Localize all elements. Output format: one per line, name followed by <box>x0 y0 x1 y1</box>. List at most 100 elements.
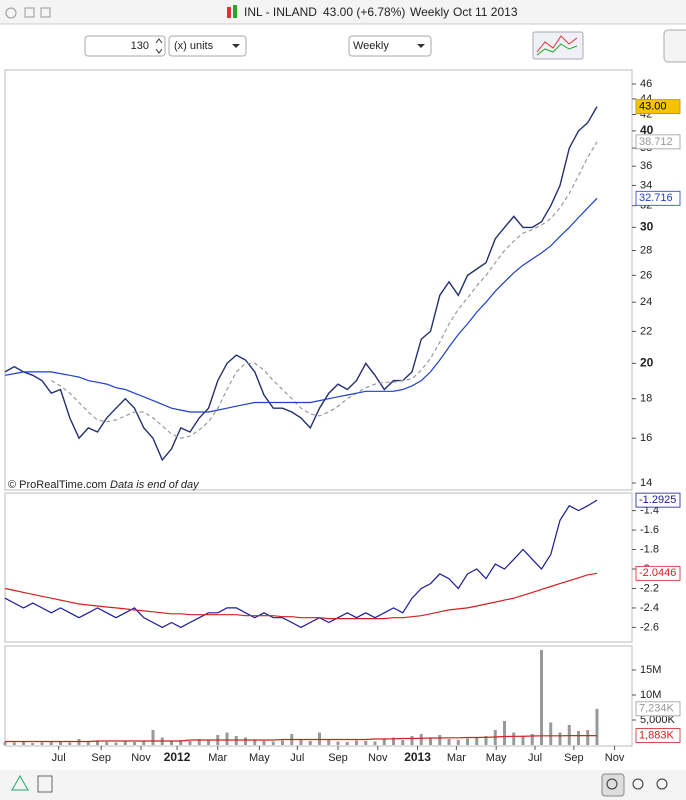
last-value-box <box>635 492 681 508</box>
zoom-icon <box>606 778 618 790</box>
y-tick-label: 18 <box>640 393 652 405</box>
volume-bar <box>96 740 99 745</box>
volume-bar <box>503 721 506 745</box>
dropdown-arrow <box>232 44 240 48</box>
candle-icon <box>233 5 237 18</box>
volume-bar <box>558 732 562 745</box>
close-button[interactable] <box>5 7 17 19</box>
volume-bar <box>521 735 525 745</box>
x-tick-label: 2012 <box>164 750 191 764</box>
y-tick-label: 46 <box>640 78 652 90</box>
last-value-box <box>635 134 681 150</box>
y-tick-label: 30 <box>640 220 654 234</box>
volume-bar <box>466 738 469 745</box>
volume-bar <box>133 742 136 745</box>
volume-bar <box>49 742 53 745</box>
volume-bar <box>567 725 571 745</box>
y-tick-label: 34 <box>640 179 652 191</box>
volume-bar <box>123 741 127 745</box>
window-button[interactable] <box>24 7 35 18</box>
zoom-button[interactable] <box>601 773 625 797</box>
volume-bar <box>3 742 7 745</box>
volume-bar <box>410 736 414 745</box>
volume-bar <box>188 741 192 745</box>
volume-bar <box>207 740 210 745</box>
stepper[interactable] <box>155 38 163 54</box>
y-tick-label: -1.8 <box>640 543 659 555</box>
indicator-button[interactable] <box>532 31 584 60</box>
volume-bar <box>540 650 543 745</box>
volume-bar <box>475 737 479 745</box>
series-line <box>4 572 598 620</box>
last-value-label: 32.716 <box>639 192 673 204</box>
volume-bar <box>345 742 349 745</box>
y-tick-label: 24 <box>640 296 652 308</box>
series-line <box>4 106 598 462</box>
volume-bar <box>401 740 405 745</box>
indicator-icon <box>536 35 578 53</box>
volume-bar <box>271 741 275 745</box>
volume-bar <box>586 730 590 745</box>
volume-bar <box>484 736 488 745</box>
symbol: INL - INLAND <box>244 5 317 19</box>
dropdown-arrow <box>417 44 425 48</box>
volume-bar <box>355 740 358 745</box>
volume-bar <box>151 730 155 745</box>
y-tick-label: 5,000K <box>640 714 676 726</box>
period-select[interactable] <box>348 35 432 57</box>
volume-bar <box>22 741 25 745</box>
x-tick-label: Nov <box>131 752 151 764</box>
data-note: Data is end of day <box>110 479 200 491</box>
units: (x) units <box>174 40 214 52</box>
volume-bar <box>429 737 432 745</box>
volume-bar <box>438 735 442 745</box>
x-tick-label: Sep <box>328 752 348 764</box>
volume-bar <box>382 739 386 745</box>
volume-bar <box>447 739 451 745</box>
last-value-box <box>635 728 681 743</box>
volume-bar <box>40 742 44 745</box>
y-tick-label: -1.4 <box>640 505 659 517</box>
volume-bar <box>327 739 331 745</box>
side-button[interactable] <box>663 29 686 63</box>
date: Oct 11 2013 <box>453 5 518 19</box>
window-button[interactable] <box>40 7 51 18</box>
units-count-input[interactable] <box>84 35 166 57</box>
volume-bar <box>114 742 118 745</box>
units-select[interactable] <box>168 35 247 57</box>
volume-bar <box>318 732 321 745</box>
volume-bar <box>512 732 516 745</box>
tool-icon[interactable] <box>37 775 53 793</box>
last-value-label: -2.0446 <box>639 567 676 579</box>
last-value-label: 43.00 <box>639 101 667 113</box>
volume-bar <box>12 742 16 745</box>
y-tick-label: -1.6 <box>640 524 659 536</box>
volume-bar <box>456 740 460 745</box>
zoom-in[interactable] <box>656 778 668 790</box>
units-count: 130 <box>131 40 149 52</box>
volume-bar <box>225 732 229 745</box>
volume-bar <box>308 741 312 745</box>
y-tick-label: 36 <box>640 160 652 172</box>
volume-bar <box>419 734 423 745</box>
period: Weekly <box>410 5 449 19</box>
series-line <box>4 197 598 413</box>
indicator-icon <box>536 43 578 56</box>
x-tick-label: Jul <box>528 752 542 764</box>
volume-bar <box>530 734 534 745</box>
volume-bar <box>179 740 183 745</box>
last-value-label: 7,234K <box>639 703 675 715</box>
x-tick-label: Nov <box>368 752 388 764</box>
y-tick-label: 20 <box>640 356 654 370</box>
zoom-out[interactable] <box>632 778 644 790</box>
tool-icon[interactable] <box>11 774 29 791</box>
volume-bar <box>253 740 257 745</box>
candle-icon <box>227 7 231 18</box>
last-value-label: 1,883K <box>639 729 675 741</box>
volume-bar <box>262 741 266 745</box>
volume-bar <box>197 739 201 745</box>
x-tick-label: May <box>249 752 270 764</box>
volume-bar <box>170 740 173 745</box>
